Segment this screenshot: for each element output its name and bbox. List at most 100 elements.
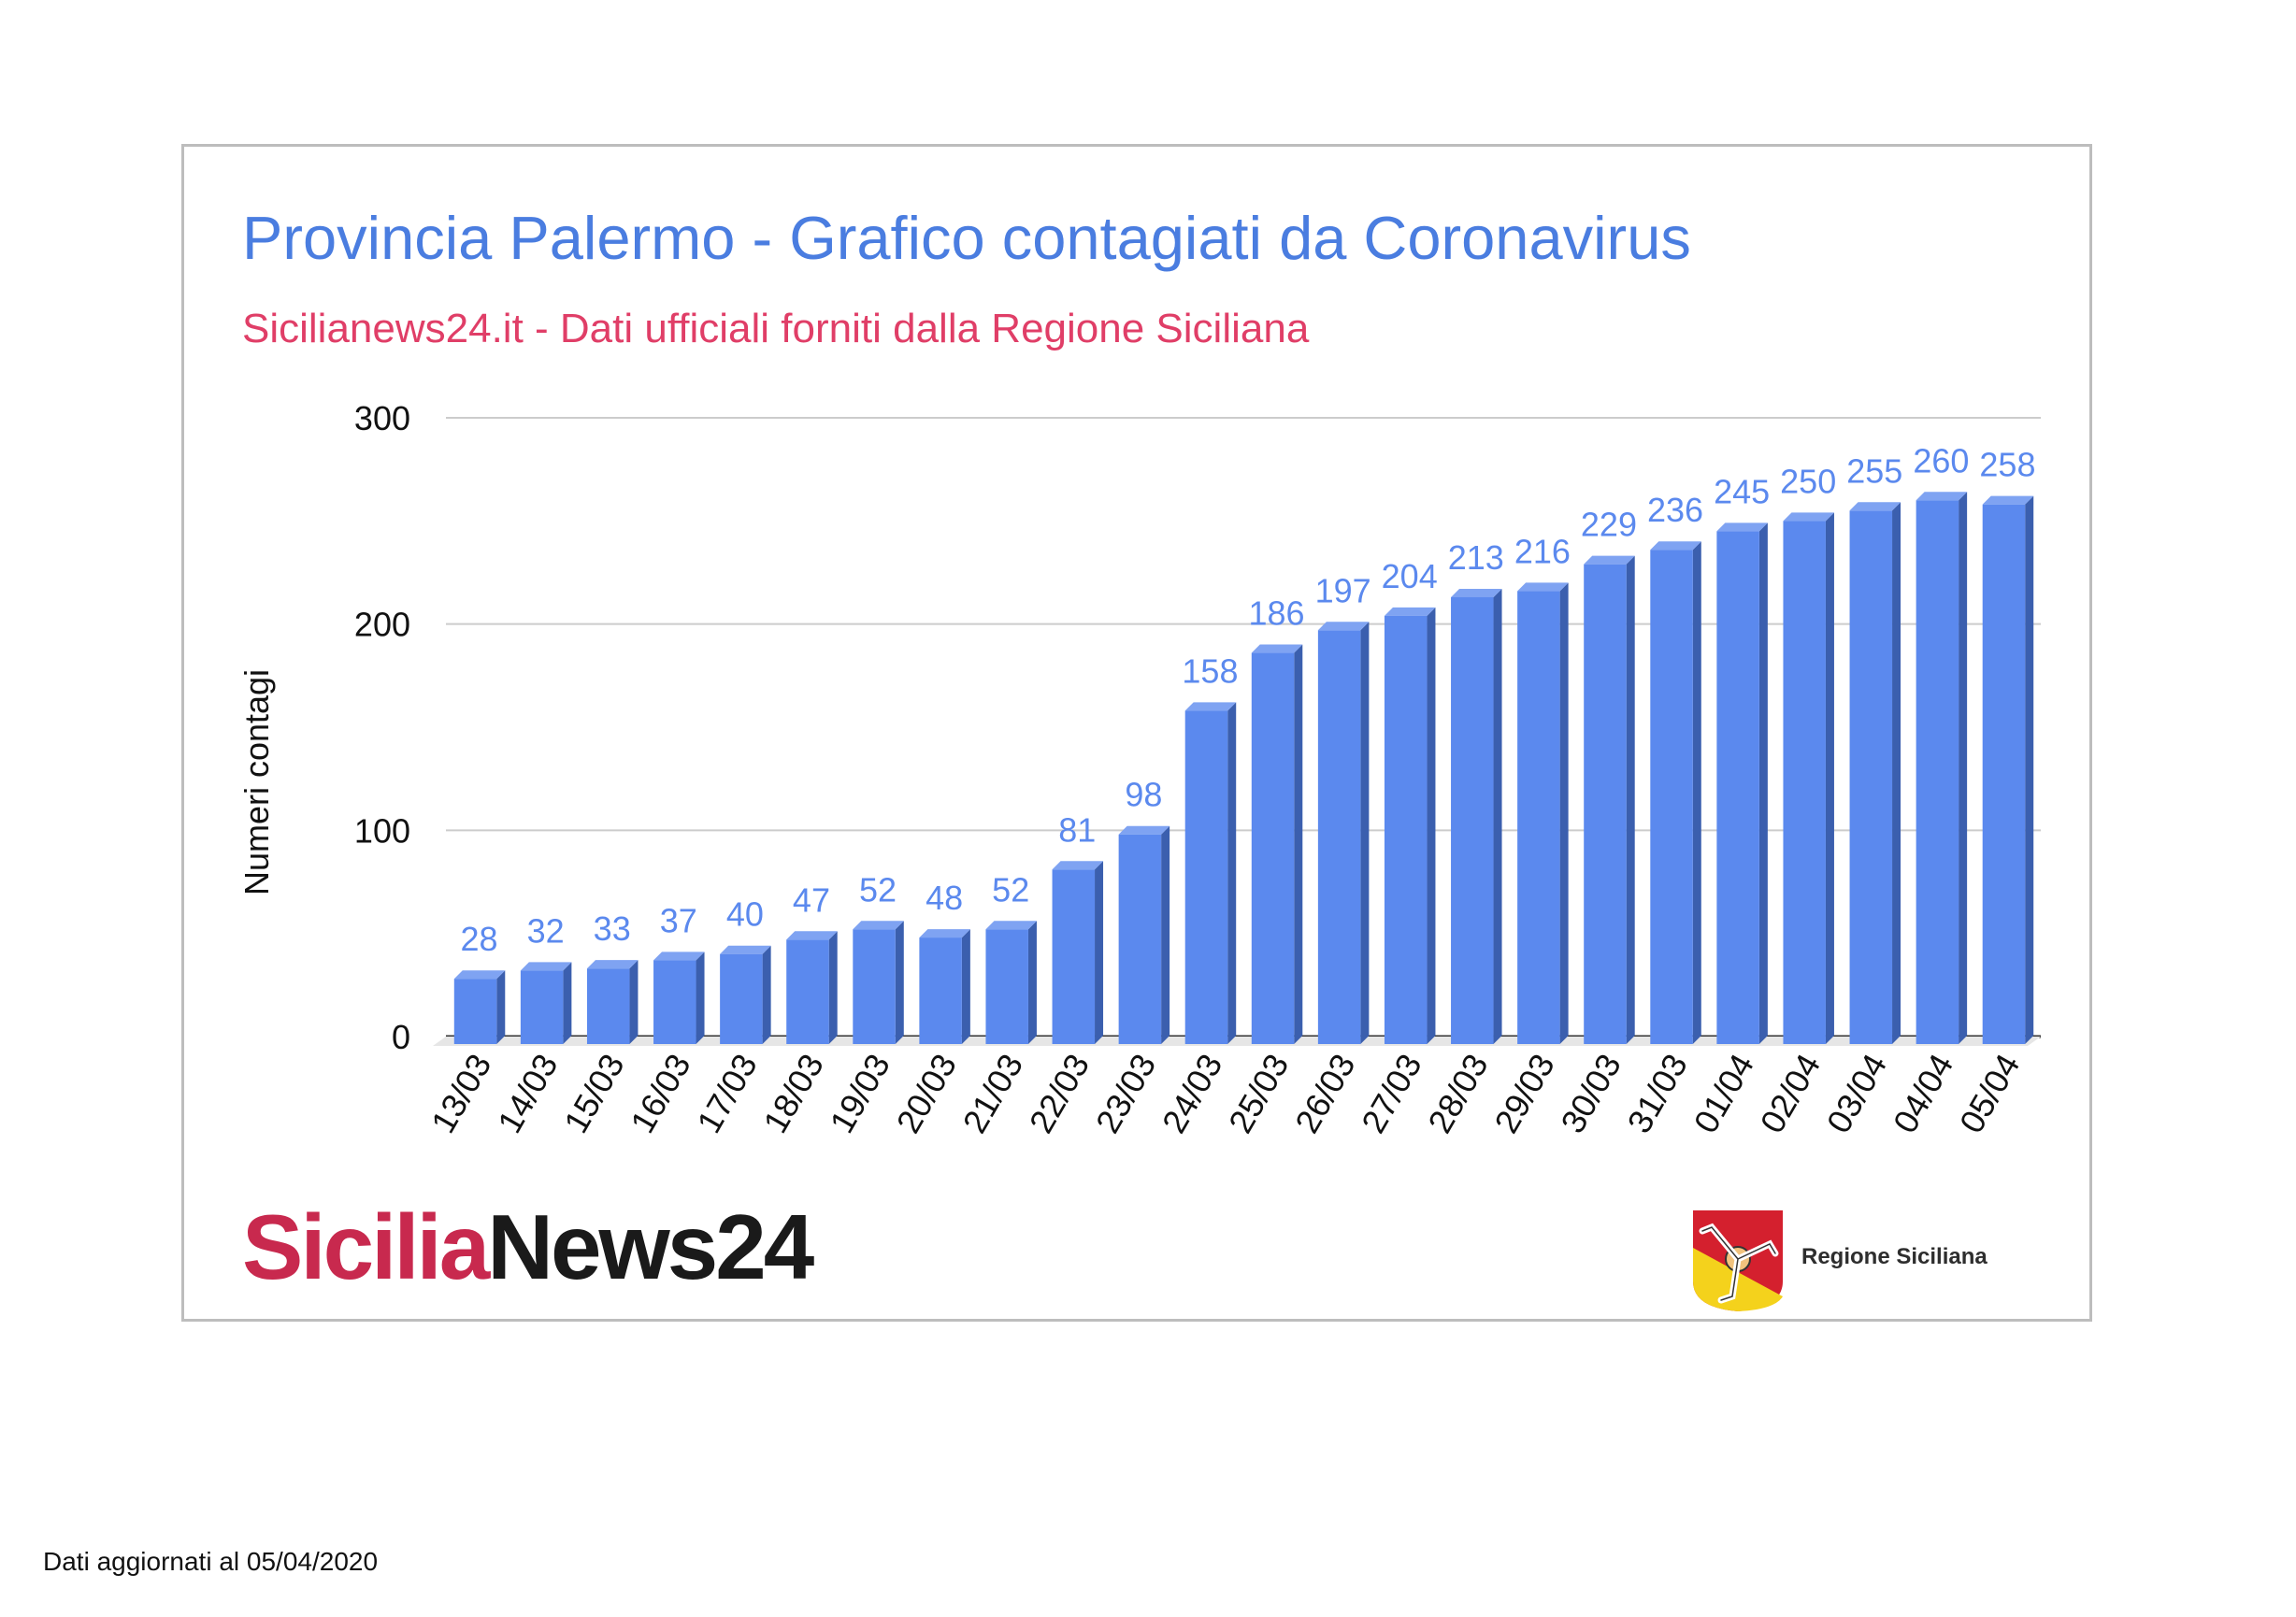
bar-top xyxy=(1982,495,2034,505)
bars xyxy=(453,492,2034,1044)
x-tick-label: 29/03 xyxy=(1486,1048,1562,1140)
bar-top xyxy=(453,970,506,980)
bar xyxy=(1384,615,1428,1044)
bar-side xyxy=(1493,588,1502,1044)
bar-top xyxy=(1251,644,1303,653)
bar xyxy=(520,970,564,1044)
bar-top xyxy=(1716,522,1768,532)
bar xyxy=(720,953,763,1044)
bar-top xyxy=(1916,492,1968,501)
bar-top xyxy=(786,931,838,940)
bar-top xyxy=(520,962,572,971)
data-labels: 28 32 33 37 40 47 52 48 52 81 98 158 186 197 204 213 216… xyxy=(461,441,2036,958)
trinacria-emblem-icon xyxy=(1693,1210,1783,1311)
x-tick-label: 03/04 xyxy=(1819,1048,1895,1140)
y-tick-labels: 0 100 200 300 xyxy=(354,399,410,1056)
data-label: 33 xyxy=(594,909,631,948)
bar-top xyxy=(1184,702,1237,711)
data-label: 32 xyxy=(527,911,565,950)
bar xyxy=(853,929,896,1044)
bar-side xyxy=(1427,607,1436,1044)
bar-side xyxy=(2025,495,2034,1044)
bar-top xyxy=(720,945,771,954)
bar-side xyxy=(1692,541,1701,1044)
bar-top xyxy=(1451,588,1502,597)
data-label: 255 xyxy=(1846,451,1902,490)
regione-siciliana-label: Regione Siciliana xyxy=(1801,1244,1987,1269)
data-label: 52 xyxy=(859,870,897,909)
bar-top xyxy=(1783,512,1834,522)
y-tick-label: 100 xyxy=(354,811,410,850)
data-label: 47 xyxy=(793,880,830,919)
bar-top xyxy=(1517,582,1569,592)
x-tick-label: 05/04 xyxy=(1952,1048,2028,1140)
y-axis-label: Numeri contagi xyxy=(237,669,276,895)
bar-side xyxy=(1559,582,1569,1044)
bar xyxy=(653,960,696,1044)
x-tick-label: 28/03 xyxy=(1420,1048,1496,1140)
bar xyxy=(1184,710,1228,1044)
chart-frame: Provincia Palermo - Grafico contagiati d… xyxy=(181,144,2092,1322)
x-tick-label: 14/03 xyxy=(490,1048,566,1140)
data-label: 213 xyxy=(1448,538,1504,577)
bar-top xyxy=(653,952,705,961)
x-tick-label: 23/03 xyxy=(1088,1048,1164,1140)
logo-part-news24: News24 xyxy=(487,1195,814,1298)
x-tick-label: 02/04 xyxy=(1753,1048,1829,1140)
bar-side xyxy=(1360,622,1370,1044)
data-label: 258 xyxy=(1979,446,2035,484)
x-tick-label: 26/03 xyxy=(1287,1048,1363,1140)
data-label: 204 xyxy=(1382,557,1438,595)
bar xyxy=(1849,510,1893,1044)
bar-side xyxy=(895,921,904,1044)
data-label: 48 xyxy=(926,879,963,917)
sicilianews24-logo: SiciliaNews24 xyxy=(242,1201,814,1293)
bar-side xyxy=(1892,502,1901,1044)
data-label: 186 xyxy=(1249,594,1305,633)
x-tick-label: 25/03 xyxy=(1221,1048,1297,1140)
x-tick-label: 04/04 xyxy=(1886,1048,1961,1140)
y-tick-label: 300 xyxy=(354,399,410,437)
bar-top xyxy=(985,921,1037,930)
bar-side xyxy=(1161,825,1170,1044)
x-tick-label: 16/03 xyxy=(623,1048,698,1140)
x-tick-label: 18/03 xyxy=(755,1048,831,1140)
chart-title: Provincia Palermo - Grafico contagiati d… xyxy=(242,204,1691,272)
x-tick-label: 15/03 xyxy=(556,1048,632,1140)
bar xyxy=(586,968,630,1044)
bar xyxy=(1783,521,1826,1044)
x-tick-label: 30/03 xyxy=(1553,1048,1629,1140)
data-label: 98 xyxy=(1125,776,1162,814)
y-tick-label: 200 xyxy=(354,606,410,644)
bar-top xyxy=(1317,622,1370,631)
bar-side xyxy=(828,931,838,1044)
data-label: 52 xyxy=(992,870,1029,909)
x-tick-label: 17/03 xyxy=(689,1048,765,1140)
data-label: 229 xyxy=(1581,506,1637,544)
bar xyxy=(1118,834,1162,1044)
bar-side xyxy=(1027,921,1037,1044)
bar xyxy=(985,929,1028,1044)
bar-side xyxy=(563,962,572,1044)
bar xyxy=(1716,531,1759,1044)
data-label: 197 xyxy=(1315,571,1371,609)
x-tick-label: 24/03 xyxy=(1155,1048,1230,1140)
bar xyxy=(1650,550,1693,1044)
bar-top xyxy=(1384,607,1436,616)
bar-side xyxy=(1095,861,1104,1044)
bar-top xyxy=(853,921,904,930)
x-tick-label: 27/03 xyxy=(1354,1048,1429,1140)
bar-top xyxy=(1650,541,1701,551)
bar-side xyxy=(1825,512,1834,1044)
bar xyxy=(1451,596,1494,1044)
bar-top xyxy=(1118,825,1170,835)
data-label: 37 xyxy=(660,901,697,939)
data-label: 40 xyxy=(726,895,764,934)
chart-subtitle: Sicilianews24.it - Dati ufficiali fornit… xyxy=(242,306,1310,351)
bar-side xyxy=(1758,522,1768,1044)
bar-side xyxy=(1626,555,1635,1044)
data-label: 216 xyxy=(1514,532,1571,570)
x-tick-label: 01/04 xyxy=(1686,1048,1761,1140)
data-label: 28 xyxy=(461,920,498,958)
data-label: 158 xyxy=(1182,651,1238,690)
